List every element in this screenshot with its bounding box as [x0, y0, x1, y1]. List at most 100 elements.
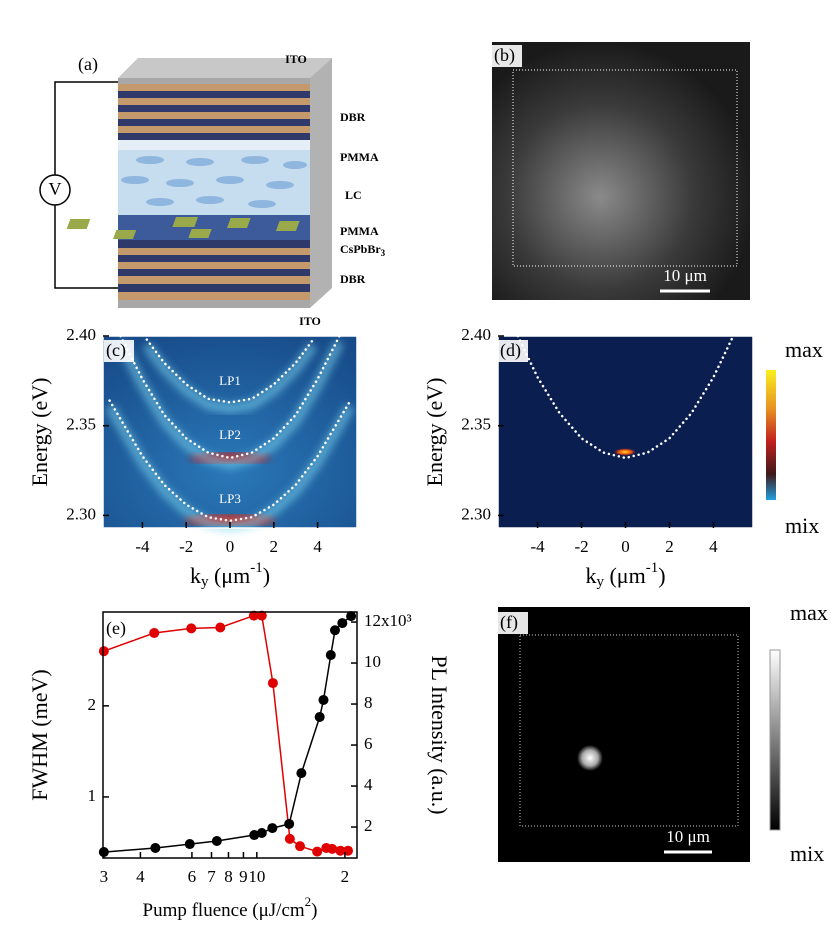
data-point	[150, 842, 161, 853]
superscript: -1	[250, 560, 263, 576]
colorbar-max: max	[785, 337, 823, 362]
side-face	[310, 58, 332, 308]
x-tick-label: 0	[226, 537, 235, 556]
panel-label-box	[498, 340, 528, 362]
data-point	[186, 623, 197, 634]
x-tick-label: -2	[574, 537, 588, 556]
y2-tick-label: 4	[364, 775, 373, 794]
series-line	[119, 334, 341, 460]
roi	[519, 634, 739, 827]
y-axis-label: FWHM (meV)	[27, 669, 52, 800]
x-tick-label: 4	[709, 537, 718, 556]
x-axis-label: ky (μm-1)	[190, 560, 270, 590]
y-axis-label: Energy (eV)	[422, 378, 447, 487]
annotation: LP3	[219, 491, 241, 506]
x-tick-label: 2	[341, 867, 350, 886]
y2-tick-label: 8	[364, 693, 373, 712]
x-axis-label: (μm	[604, 563, 646, 588]
wire	[54, 205, 118, 289]
layer-label: PMMA	[340, 224, 379, 238]
voltage-label: V	[49, 179, 62, 199]
x-tick-label: 2	[665, 537, 674, 556]
x-axis-label: ky (μm-1)	[585, 560, 665, 590]
annotation: LP1	[219, 373, 241, 388]
data-point	[211, 835, 222, 846]
series-line	[145, 338, 315, 404]
panel-label-box	[104, 618, 134, 640]
data-point	[149, 627, 160, 638]
ito-bottom	[118, 300, 310, 308]
layer-label: DBR	[340, 110, 366, 124]
dbr-top	[118, 84, 310, 140]
device-diagram: V ITO DBR PMMA LC PMMA CsPbBr3 DBR ITO	[39, 52, 386, 328]
layer-label: ITO	[299, 314, 321, 328]
colorbar	[766, 370, 776, 500]
data-point	[284, 833, 295, 844]
layer-label: LC	[345, 188, 362, 202]
superscript: -1	[646, 560, 659, 576]
x-tick-label: 3	[100, 867, 109, 886]
x-tick-label: -4	[530, 537, 545, 556]
band-glow	[116, 339, 344, 470]
y-tick-label: 2.40	[461, 325, 491, 344]
top-face	[118, 58, 332, 78]
data-point	[335, 845, 346, 856]
panel-label: (d)	[500, 340, 521, 361]
x-axis-label: )	[658, 563, 665, 588]
panel-label: (e)	[106, 618, 126, 639]
condensate	[613, 448, 637, 456]
data-point	[337, 618, 348, 629]
y2-tick-label: 12x10³	[364, 611, 412, 630]
subscript: y	[596, 574, 604, 590]
data-point	[248, 610, 259, 621]
annotation: LP2	[219, 427, 241, 442]
layer-label: DBR	[340, 272, 366, 286]
panel-label: (c)	[106, 340, 126, 361]
x-tick-label: 9	[239, 867, 248, 886]
data-point	[296, 768, 307, 779]
data-point	[215, 622, 226, 633]
x-tick-label: -2	[179, 537, 193, 556]
y-tick-label: 2	[88, 695, 97, 714]
data-point	[98, 646, 109, 657]
colorbar-min: mix	[790, 841, 824, 866]
x-tick-label: 6	[188, 867, 197, 886]
data-point	[312, 846, 323, 857]
panel-label: (f)	[500, 612, 518, 633]
data-point	[318, 694, 329, 705]
layer-label: CsPbBr	[340, 242, 381, 256]
plot-frame	[102, 611, 358, 859]
x-axis-label: (μm	[208, 563, 250, 588]
panel-label-box	[492, 45, 522, 67]
panel-label: (a)	[78, 54, 98, 75]
data-point	[329, 625, 340, 636]
pl-image	[492, 42, 750, 300]
y-tick-label: 2.30	[66, 504, 96, 523]
dbr-bottom	[118, 240, 310, 300]
x-tick-label: 10	[248, 867, 265, 886]
subscript: y	[201, 574, 209, 590]
band-glow	[142, 342, 318, 414]
dispersion-image	[103, 336, 357, 528]
data-point	[284, 818, 295, 829]
data-point	[249, 830, 260, 841]
series-line	[108, 399, 352, 523]
subscript: 3	[381, 248, 386, 258]
condensate-image	[498, 607, 750, 862]
x-tick-label: 0	[621, 537, 630, 556]
wire	[54, 81, 118, 175]
y-tick-label: 2.35	[66, 415, 96, 434]
x-tick-label: 8	[224, 867, 233, 886]
series-line	[103, 614, 348, 853]
colorbar-min: mix	[785, 513, 819, 538]
voltage-source	[39, 174, 71, 206]
layer-label: ITO	[285, 52, 307, 66]
x-tick-label: 4	[136, 867, 145, 886]
y2-tick-label: 2	[364, 816, 373, 835]
y-tick-label: 2.35	[461, 415, 491, 434]
scale-bar-label: 10 μm	[663, 266, 707, 285]
data-point	[256, 610, 267, 621]
series-line	[516, 334, 735, 460]
y2-tick-label: 10	[364, 652, 381, 671]
x-axis-label: )	[311, 900, 317, 921]
